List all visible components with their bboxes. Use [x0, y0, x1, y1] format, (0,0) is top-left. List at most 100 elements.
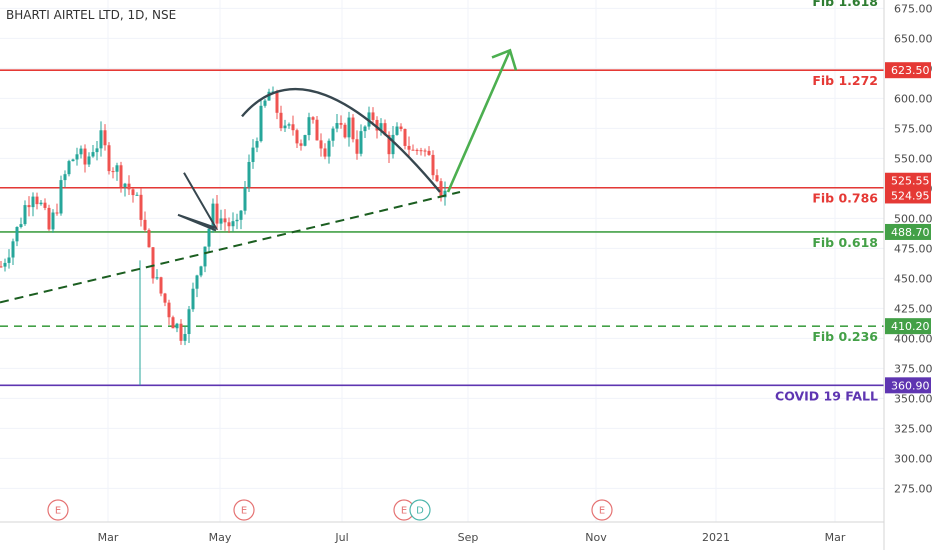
candle-body	[391, 134, 395, 155]
candle-body	[259, 105, 263, 142]
target-arrow	[446, 49, 512, 193]
candle-body	[79, 148, 83, 155]
candle-body	[291, 124, 295, 131]
y-tick-label: 275.00	[894, 482, 932, 495]
price-axis[interactable]: 275.00 300.00 325.00 350.00 375.00 400.00 425.…	[894, 2, 932, 495]
candle-body	[159, 277, 163, 294]
event-marker-label: D	[416, 506, 424, 517]
candle-body	[287, 124, 291, 126]
y-tick-label: 575.00	[894, 122, 932, 135]
event-marker-label: E	[55, 506, 61, 517]
candle-body	[407, 145, 411, 150]
candle-body	[19, 224, 23, 227]
candle-body	[411, 149, 415, 151]
candle-body	[399, 126, 403, 130]
time-axis[interactable]: Mar May Jul Sep Nov 2021 Mar	[98, 531, 846, 544]
candle-body	[251, 147, 255, 162]
candle-body	[163, 293, 167, 303]
candle-body	[207, 228, 211, 247]
y-tick-label: 375.00	[894, 362, 932, 375]
fib-level-label: COVID 19 FALL	[775, 388, 878, 403]
candle-body	[0, 266, 3, 268]
candle-body	[419, 150, 423, 152]
y-tick-label: 600.00	[894, 92, 932, 105]
event-marker[interactable]	[409, 499, 431, 521]
candle-body	[131, 189, 135, 196]
candle-body	[395, 126, 399, 135]
y-tick-label: 675.00	[894, 2, 932, 15]
price-tag	[885, 318, 931, 335]
candle-body	[71, 159, 75, 162]
price-tag	[885, 62, 931, 79]
candle-body	[239, 210, 243, 220]
candle-body	[111, 171, 115, 173]
event-marker[interactable]	[233, 499, 255, 521]
x-tick-label: 2021	[702, 531, 730, 544]
candle-body	[127, 183, 131, 190]
candle-body	[75, 154, 79, 160]
arrow-head	[491, 48, 518, 71]
candle-body	[235, 219, 239, 222]
candle-body	[247, 161, 251, 188]
fib-level-label: Fib 0.786	[812, 191, 878, 206]
candle-body	[91, 152, 95, 157]
y-tick-label: 325.00	[894, 422, 932, 435]
candle-body	[355, 139, 359, 154]
price-tag	[885, 377, 931, 394]
candle-body	[55, 212, 59, 214]
price-tag-label: 623.50	[891, 64, 930, 77]
candle-body	[3, 262, 7, 267]
candle-body	[303, 135, 307, 146]
event-marker[interactable]	[47, 499, 69, 521]
candle-body	[319, 140, 323, 149]
candle-body	[279, 112, 283, 129]
event-marker[interactable]	[591, 499, 613, 521]
candle-body	[255, 141, 259, 148]
candle-body	[379, 123, 383, 131]
price-tag	[885, 187, 931, 204]
candle-body	[299, 143, 303, 146]
candle-body	[87, 156, 91, 165]
candle-body	[67, 161, 71, 175]
candle-body	[95, 148, 99, 153]
event-marker-label: E	[599, 506, 605, 517]
candle-body	[191, 288, 195, 310]
fib-levels: Fib 1.618 Fib 1.272 Fib 0.786 Fib 0.618 Fib …	[0, 0, 884, 403]
candle-body	[387, 135, 391, 155]
candle-body	[311, 117, 315, 120]
candle-body	[43, 202, 47, 208]
candle-body	[371, 112, 375, 120]
candle-body	[231, 221, 235, 227]
fib-level-label: Fib 1.272	[812, 73, 878, 88]
candle-body	[175, 323, 179, 329]
candle-body	[183, 334, 187, 341]
x-tick-label: Nov	[585, 531, 607, 544]
candle-body	[39, 202, 43, 205]
candle-body	[243, 187, 247, 211]
trendline	[0, 191, 461, 304]
price-tag-label: 360.90	[891, 379, 930, 392]
drawings	[0, 48, 518, 304]
candle-body	[315, 119, 319, 141]
candle-body	[223, 218, 227, 223]
candle-body	[7, 257, 11, 263]
candle-body	[83, 148, 87, 165]
candle-body	[143, 219, 147, 230]
candle-body	[275, 91, 279, 113]
candle-body	[383, 123, 387, 136]
candle-body	[139, 194, 143, 220]
candle-body	[23, 205, 27, 225]
candle-body	[359, 131, 363, 154]
y-tick-label: 400.00	[894, 332, 932, 345]
candle-body	[227, 222, 231, 227]
candle-body	[179, 323, 183, 341]
candle-body	[31, 196, 35, 208]
candle-body	[15, 226, 19, 242]
candle-body	[211, 203, 215, 229]
candle-body	[11, 241, 15, 258]
candle-body	[423, 150, 427, 152]
candle-body	[343, 124, 347, 138]
